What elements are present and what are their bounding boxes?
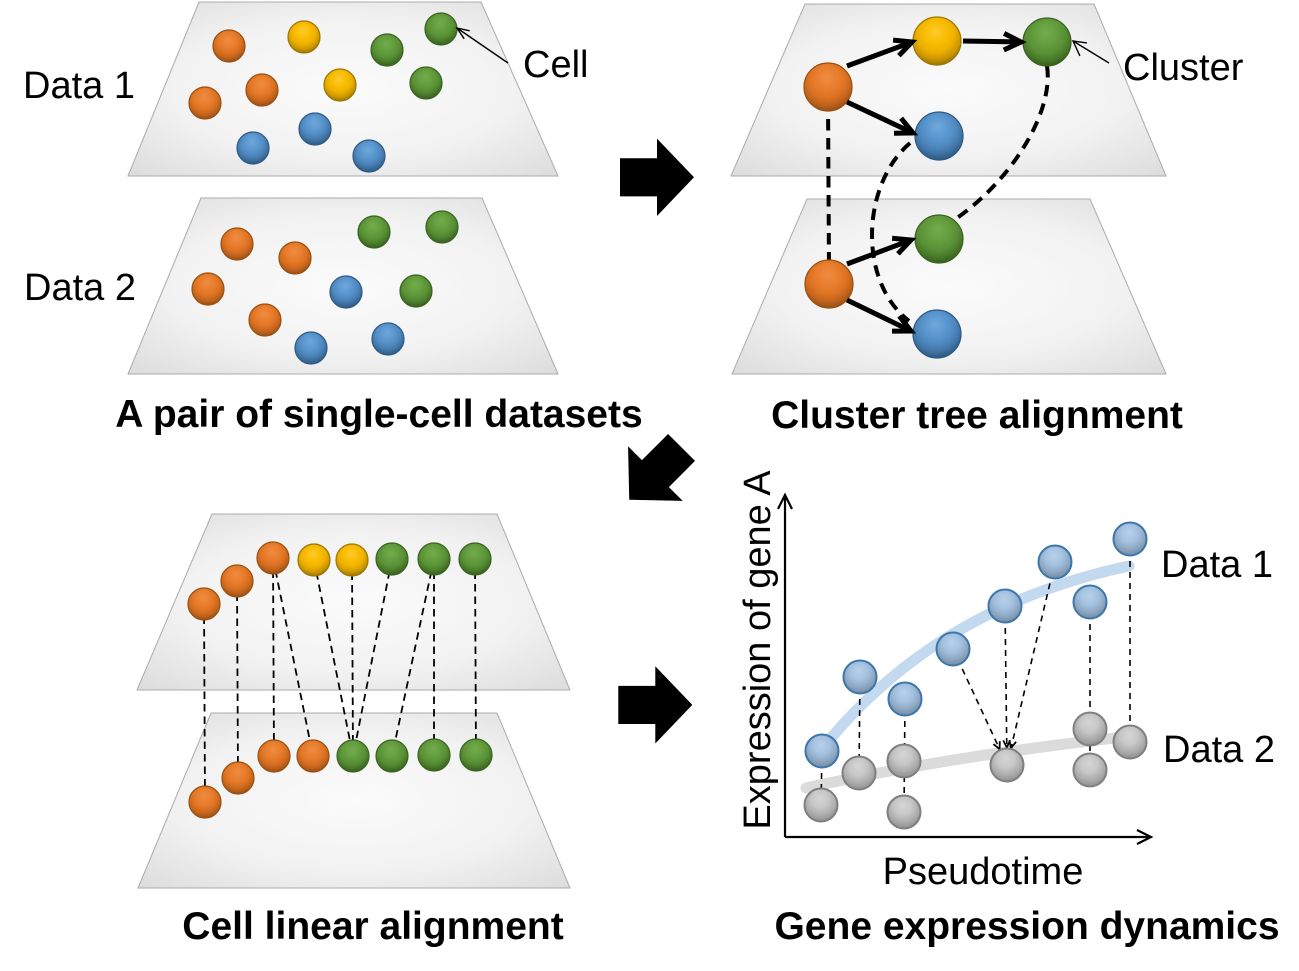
svg-text:Cluster: Cluster [1123,47,1244,89]
svg-text:Data 2: Data 2 [1163,729,1275,771]
svg-text:A pair of single-cell datasets: A pair of single-cell datasets [115,393,642,436]
svg-text:Cell: Cell [523,44,588,86]
svg-text:Expression of gene A: Expression of gene A [737,470,779,830]
svg-text:Cluster tree alignment: Cluster tree alignment [771,394,1183,437]
svg-text:Data 1: Data 1 [23,65,135,107]
svg-text:Data 1: Data 1 [1161,544,1273,586]
svg-text:Gene expression dynamics: Gene expression dynamics [774,905,1279,948]
svg-text:Cell linear alignment: Cell linear alignment [182,905,563,948]
svg-text:Data 2: Data 2 [24,267,136,309]
svg-text:Pseudotime: Pseudotime [883,851,1084,893]
